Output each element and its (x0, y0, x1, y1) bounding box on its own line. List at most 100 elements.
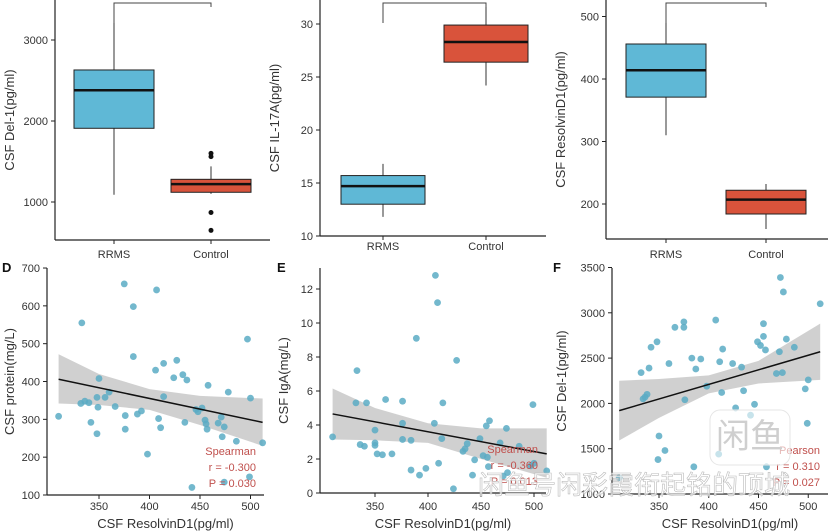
box-control (725, 184, 807, 229)
y-tick-label: 500 (581, 12, 599, 24)
data-point (435, 459, 442, 467)
data-point (153, 286, 160, 294)
stats-p-value: P = 0.030 (209, 478, 256, 490)
data-point (816, 300, 824, 308)
data-point (224, 388, 232, 396)
data-point (352, 399, 360, 407)
data-point (407, 466, 415, 474)
y-tick-label: 200 (22, 452, 40, 464)
data-point (129, 303, 137, 311)
x-axis-title: CSF ResolvinD1(pg/ml) (97, 516, 234, 531)
data-point (55, 412, 62, 420)
data-point (144, 450, 151, 458)
significance-bracket (382, 2, 487, 23)
data-point (214, 419, 222, 427)
data-point (681, 396, 689, 404)
data-point (430, 419, 438, 427)
y-tick-label: 1500 (581, 444, 605, 456)
panel-label: D (2, 260, 11, 275)
data-point (697, 355, 705, 363)
data-point (399, 397, 406, 405)
panel-b: 10 15 20 25 30 CSF IL-17A(pg/ml) RRMS Control (267, 0, 546, 253)
stats-r-value: r = -0.300 (209, 462, 256, 474)
box-control (170, 150, 252, 233)
data-point (712, 316, 720, 324)
x-tick-label: Control (193, 249, 228, 261)
data-point (671, 323, 679, 331)
data-point (179, 371, 187, 379)
data-point (776, 274, 784, 281)
data-point (760, 332, 767, 340)
data-point (173, 356, 181, 364)
data-point (361, 442, 368, 450)
data-point (637, 369, 645, 376)
data-point (95, 375, 103, 382)
y-tick-label: 600 (22, 301, 40, 313)
data-point (801, 385, 809, 393)
data-point (503, 425, 510, 432)
data-point (645, 364, 653, 372)
confidence-band (619, 323, 821, 441)
data-point (121, 412, 129, 419)
data-point (643, 390, 651, 398)
stats-p-value: P = 0.013 (491, 476, 538, 488)
y-tick-label: 400 (22, 377, 40, 389)
y-tick-label: 300 (581, 137, 599, 149)
y-tick-label: 15 (301, 178, 313, 190)
significance-bracket (113, 2, 212, 23)
data-point (203, 425, 211, 433)
data-point (655, 432, 663, 440)
x-tick-label: 450 (749, 501, 767, 513)
box-iqr (443, 24, 529, 63)
data-point (155, 415, 162, 422)
data-point (138, 407, 145, 415)
data-point (773, 370, 780, 377)
data-point (529, 401, 537, 408)
data-point (87, 418, 95, 426)
y-axis-title: CSF IgA(mg/L) (276, 337, 291, 424)
x-tick-label: 500 (799, 501, 817, 513)
x-tick-label: Control (748, 249, 783, 261)
regression-line (58, 378, 263, 424)
data-point (680, 323, 688, 331)
y-tick-label: 200 (581, 199, 599, 211)
x-tick-label: 400 (419, 501, 437, 513)
data-point (647, 343, 655, 351)
y-tick-label: 3000 (24, 35, 48, 47)
data-point (78, 319, 86, 327)
data-point (779, 288, 787, 296)
data-point (247, 394, 254, 402)
data-point (170, 374, 178, 382)
x-tick-label: 400 (700, 501, 718, 513)
data-point (160, 359, 168, 367)
outlier-point (208, 227, 214, 233)
data-point (803, 419, 811, 427)
data-point (482, 422, 490, 430)
data-point (439, 399, 447, 407)
panel-a: 1000 2000 3000 CSF Del-1(pg/ml) RRMS Control (2, 0, 270, 261)
data-point (399, 419, 406, 427)
y-axis-title: CSF Del-1(pg/ml) (2, 69, 17, 170)
data-point (379, 451, 386, 459)
data-point (762, 346, 769, 354)
data-point (775, 348, 783, 356)
data-point (188, 484, 196, 491)
data-point (729, 360, 737, 367)
data-point (434, 299, 441, 306)
y-axis-title: CSF ResolvinD1(pg/ml) (553, 51, 568, 188)
regression-line (618, 351, 821, 412)
y-tick-label: 12 (301, 284, 313, 296)
data-point (152, 366, 159, 374)
x-tick-label: RRMS (367, 241, 399, 253)
data-point (93, 430, 101, 438)
data-point (485, 463, 492, 471)
data-point (661, 447, 669, 454)
x-tick-label: 350 (366, 501, 384, 513)
data-point (129, 353, 137, 360)
data-point (688, 354, 696, 362)
watermark-logo-text: 闲鱼 (716, 417, 784, 457)
data-point (220, 478, 228, 486)
y-tick-label: 20 (301, 125, 313, 137)
stats-r-value: r = -0.360 (491, 460, 538, 472)
